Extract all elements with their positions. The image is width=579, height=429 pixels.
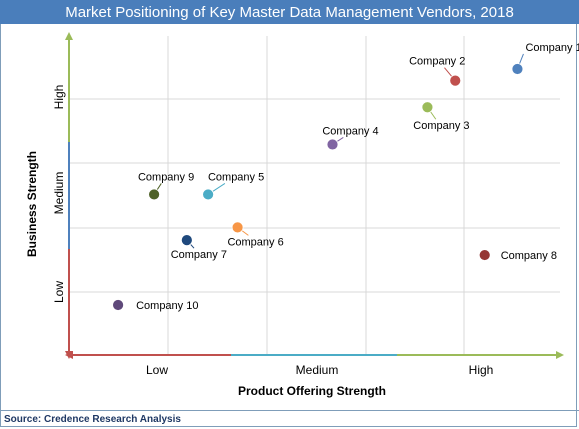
y-tick-label: Low [52,281,66,303]
point-label: Company 3 [413,120,469,132]
source-note: Source: Credence Research Analysis [0,410,579,429]
data-point [511,63,524,75]
point-label: Company 4 [322,125,378,137]
x-tick-label: Medium [296,363,339,377]
data-point [180,234,193,247]
data-points: Company 1 Company 2 Company 3 Company 4 Comp… [112,42,579,312]
y-axis-label: Business Strength [25,151,39,257]
y-tick-label: High [52,85,66,110]
point-label: Company 6 [227,236,283,248]
point-label: Company 2 [409,56,465,68]
x-axis-label: Product Offering Strength [238,384,386,398]
point-label: Company 5 [208,171,264,183]
point-label: Company 1 [525,42,579,54]
data-point [478,249,491,261]
point-label: Company 9 [138,171,194,183]
x-tick-label: High [469,363,494,377]
data-point [326,138,339,151]
x-tick-label: Low [146,363,168,377]
tick-labels: Low Medium High Low Medium High [52,85,493,377]
data-point [449,74,462,87]
grid-lines [69,36,560,355]
point-label: Company 10 [136,300,198,312]
data-point [421,101,434,114]
y-tick-label: Medium [52,172,66,215]
point-label: Company 8 [501,250,557,262]
point-label: Company 7 [171,249,227,261]
data-point [112,299,124,311]
data-point [231,221,244,234]
data-point [148,188,161,201]
data-point [202,188,215,201]
axes [65,32,564,359]
chart-title: Market Positioning of Key Master Data Ma… [0,0,579,24]
